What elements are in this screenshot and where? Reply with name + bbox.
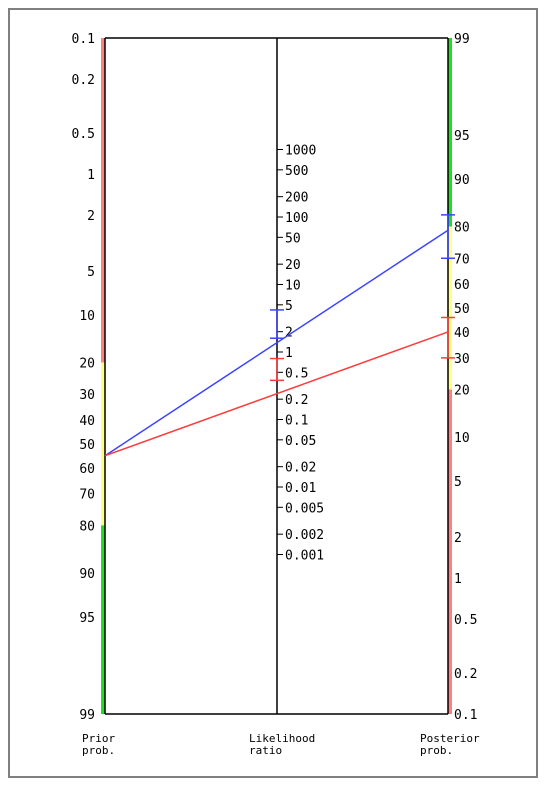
lr-tick-label-13: 0.05 (285, 434, 316, 449)
lr-tick-label-17: 0.002 (285, 528, 324, 543)
posterior-tick-label-9: 20 (454, 384, 470, 399)
lr-tick-label-16: 0.005 (285, 501, 324, 516)
lr-tick-label-12: 0.1 (285, 414, 308, 429)
prior-tick-label-14: 90 (79, 567, 95, 582)
lr-axis-title-line2: ratio (249, 744, 282, 757)
lr-tick-label-9: 1 (285, 346, 293, 361)
lr-tick-label-10: 0.5 (285, 366, 308, 381)
prior-tick-label-13: 80 (79, 519, 95, 534)
prior-band-1 (101, 362, 105, 526)
posterior-band-1 (448, 226, 452, 390)
lr-tick-label-14: 0.02 (285, 461, 316, 476)
posterior-tick-label-10: 10 (454, 431, 470, 446)
posterior-tick-label-6: 50 (454, 302, 470, 317)
posterior-tick-label-4: 70 (454, 252, 470, 267)
axis-titles: Prior prob. Likelihood ratio Posterior p… (82, 732, 480, 757)
prior-tick-label-16: 99 (79, 708, 95, 723)
lr-tick-label-4: 50 (285, 231, 301, 246)
lr-ci-bracket-1 (270, 357, 284, 382)
posterior-tick-label-8: 30 (454, 352, 470, 367)
posterior-tick-label-2: 90 (454, 173, 470, 188)
prior-tick-label-11: 60 (79, 462, 95, 477)
posterior-band-0 (448, 38, 452, 227)
prior-tick-label-15: 95 (79, 611, 95, 626)
posterior-axis-title-line1: Posterior (420, 732, 480, 745)
posterior-tick-label-11: 5 (454, 475, 462, 490)
probability-line-0 (104, 229, 449, 457)
lr-axis-title-line1: Likelihood (249, 732, 315, 745)
prior-tick-label-4: 2 (87, 209, 95, 224)
posterior-tick-label-3: 80 (454, 221, 470, 236)
posterior-axis-title-line2: prob. (420, 744, 453, 757)
lr-ci-bracket-0 (270, 309, 284, 339)
lr-tick-label-5: 20 (285, 258, 301, 273)
lr-tick-label-0: 1000 (285, 144, 316, 159)
lr-tick-label-15: 0.01 (285, 481, 316, 496)
lr-tick-label-18: 0.001 (285, 549, 324, 564)
lr-tick-label-11: 0.2 (285, 393, 308, 408)
probability-line-1 (104, 331, 449, 457)
prior-axis-title-line1: Prior (82, 732, 115, 745)
lr-tick-label-2: 200 (285, 191, 308, 206)
prior-tick-label-8: 30 (79, 388, 95, 403)
probability-lines (104, 214, 455, 457)
prior-tick-label-10: 50 (79, 438, 95, 453)
posterior-tick-label-5: 60 (454, 278, 470, 293)
prior-tick-label-7: 20 (79, 356, 95, 371)
prior-tick-label-2: 0.5 (72, 127, 95, 142)
posterior-ci-bracket-1 (441, 316, 455, 359)
prior-tick-label-0: 0.1 (72, 32, 95, 47)
prior-tick-label-1: 0.2 (72, 73, 95, 88)
posterior-tick-label-15: 0.2 (454, 667, 477, 682)
posterior-tick-label-0: 99 (454, 32, 470, 47)
probability-bands (101, 38, 452, 714)
posterior-band-2 (448, 389, 452, 714)
prior-tick-label-12: 70 (79, 488, 95, 503)
posterior-tick-label-7: 40 (454, 326, 470, 341)
lr-tick-label-1: 500 (285, 164, 308, 179)
lr-tick-label-7: 5 (285, 299, 293, 314)
posterior-tick-label-1: 95 (454, 129, 470, 144)
axis-ticks: 0.1 0.2 0.5 1 2 5 10 20 30 40 50 60 70 80 90 95 99 99 95 90… (72, 32, 478, 723)
lr-tick-label-3: 100 (285, 211, 308, 226)
posterior-tick-label-13: 1 (454, 572, 462, 587)
prior-tick-label-5: 5 (87, 265, 95, 280)
prior-axis-title-line2: prob. (82, 744, 115, 757)
posterior-tick-label-12: 2 (454, 531, 462, 546)
prior-band-2 (101, 525, 105, 714)
posterior-tick-label-14: 0.5 (454, 613, 477, 628)
posterior-ci-bracket-0 (441, 214, 455, 260)
lr-tick-label-8: 2 (285, 326, 293, 341)
posterior-tick-label-16: 0.1 (454, 708, 477, 723)
prior-tick-label-3: 1 (87, 168, 95, 183)
lr-tick-label-6: 10 (285, 279, 301, 294)
prior-tick-label-6: 10 (79, 309, 95, 324)
prior-tick-label-9: 40 (79, 414, 95, 429)
prior-band-0 (101, 38, 105, 363)
